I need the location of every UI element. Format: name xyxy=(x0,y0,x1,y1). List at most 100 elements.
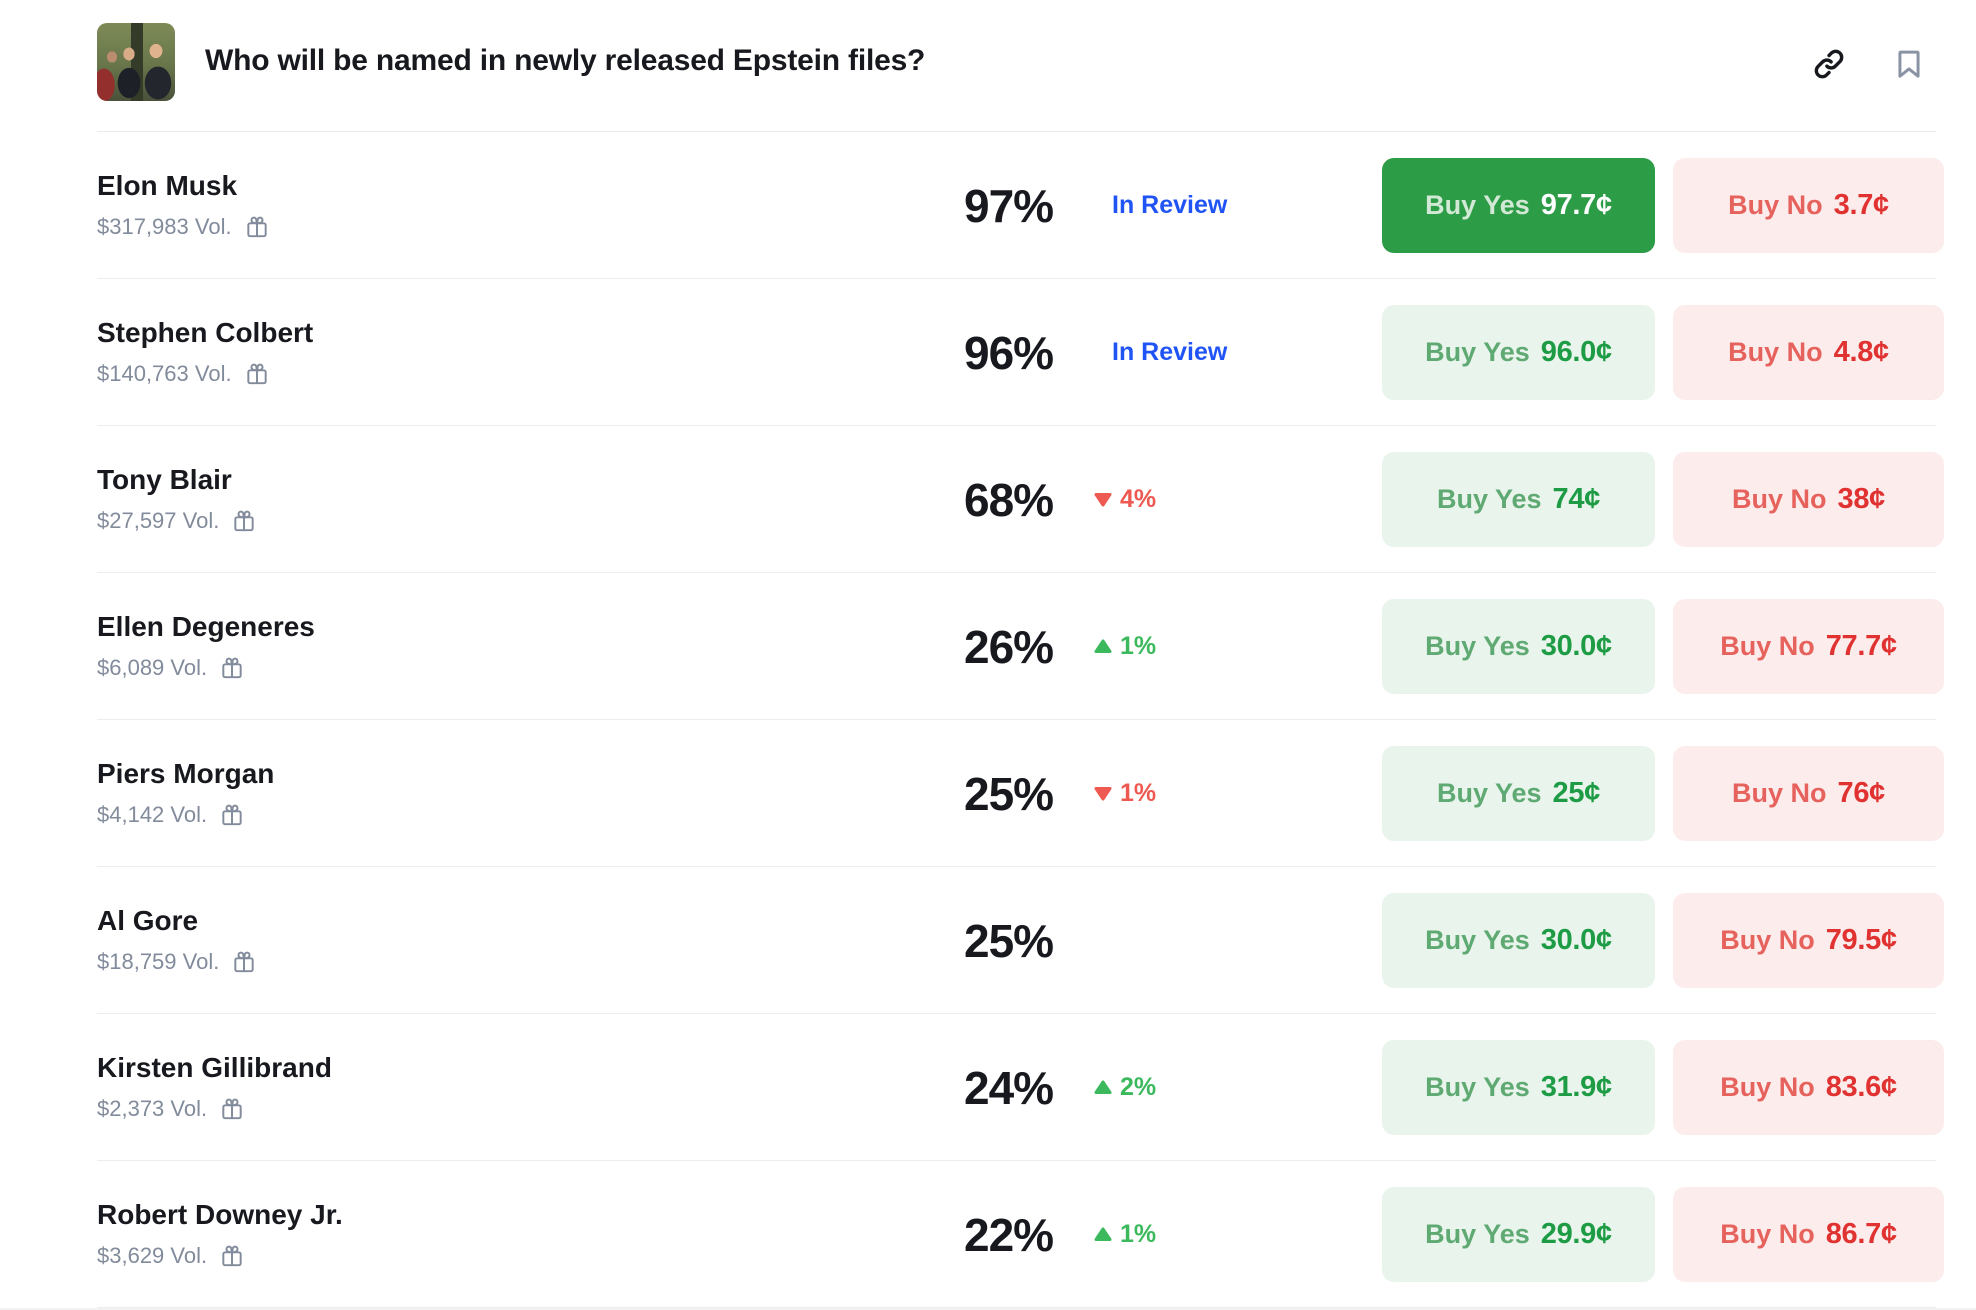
buy-yes-cell: Buy Yes 96.0¢ xyxy=(1382,305,1673,400)
buy-no-button[interactable]: Buy No 77.7¢ xyxy=(1673,599,1944,694)
buy-no-cell: Buy No 77.7¢ xyxy=(1673,599,1944,694)
outcome-info: Kirsten Gillibrand $2,373 Vol. xyxy=(97,1051,964,1122)
change-arrow-icon xyxy=(1094,493,1112,507)
buy-yes-cell: Buy Yes 30.0¢ xyxy=(1382,893,1673,988)
buy-no-price: 38¢ xyxy=(1837,483,1886,515)
buy-yes-button[interactable]: Buy Yes 74¢ xyxy=(1382,452,1655,547)
buy-yes-price: 29.9¢ xyxy=(1540,1218,1612,1250)
buy-yes-button[interactable]: Buy Yes 97.7¢ xyxy=(1382,158,1655,253)
change-indicator: 1% xyxy=(1094,1220,1156,1249)
buy-yes-button[interactable]: Buy Yes 30.0¢ xyxy=(1382,599,1655,694)
outcome-volume: $317,983 Vol. xyxy=(97,213,232,239)
outcome-name[interactable]: Tony Blair xyxy=(97,463,232,495)
buy-no-cell: Buy No 38¢ xyxy=(1673,452,1944,547)
change-indicator: 4% xyxy=(1094,485,1156,514)
gift-icon[interactable] xyxy=(244,361,270,387)
buy-yes-button[interactable]: Buy Yes 96.0¢ xyxy=(1382,305,1655,400)
buy-no-label: Buy No xyxy=(1728,337,1823,367)
outcome-volume: $2,373 Vol. xyxy=(97,1095,208,1121)
outcome-volume-line: $3,629 Vol. xyxy=(97,1243,964,1269)
outcome-name[interactable]: Piers Morgan xyxy=(97,757,275,789)
buy-yes-price: 97.7¢ xyxy=(1540,189,1612,221)
outcome-name[interactable]: Al Gore xyxy=(97,904,199,936)
gift-icon[interactable] xyxy=(219,1243,245,1269)
buy-yes-button[interactable]: Buy Yes 25¢ xyxy=(1382,746,1655,841)
outcome-row: Kirsten Gillibrand $2,373 Vol. 24% 2% xyxy=(0,1014,1976,1161)
outcome-chance: 26% xyxy=(964,620,1054,673)
outcome-volume: $4,142 Vol. xyxy=(97,801,208,827)
buy-no-price: 77.7¢ xyxy=(1825,630,1897,662)
header-actions xyxy=(1812,47,1926,81)
buy-no-price: 76¢ xyxy=(1837,777,1886,809)
outcome-row: Ellen Degeneres $6,089 Vol. 26% 1% xyxy=(0,573,1976,720)
buy-yes-label: Buy Yes xyxy=(1425,190,1530,220)
buy-yes-price: 96.0¢ xyxy=(1540,336,1612,368)
buy-yes-button[interactable]: Buy Yes 31.9¢ xyxy=(1382,1040,1655,1135)
outcome-volume: $18,759 Vol. xyxy=(97,948,220,974)
outcome-info: Al Gore $18,759 Vol. xyxy=(97,904,964,975)
outcome-volume-line: $27,597 Vol. xyxy=(97,508,964,534)
buy-no-cell: Buy No 86.7¢ xyxy=(1673,1187,1944,1282)
outcome-info: Elon Musk $317,983 Vol. xyxy=(97,169,964,240)
change-indicator: 1% xyxy=(1094,632,1156,661)
buy-yes-label: Buy Yes xyxy=(1425,631,1530,661)
outcome-delta-cell: 2% xyxy=(1094,1073,1382,1102)
buy-yes-cell: Buy Yes 30.0¢ xyxy=(1382,599,1673,694)
buy-no-button[interactable]: Buy No 38¢ xyxy=(1673,452,1944,547)
market-title[interactable]: Who will be named in newly released Epst… xyxy=(205,44,926,77)
buy-yes-label: Buy Yes xyxy=(1436,484,1542,514)
status-badge: In Review xyxy=(1112,191,1228,219)
outcome-name[interactable]: Kirsten Gillibrand xyxy=(97,1051,332,1083)
gift-icon[interactable] xyxy=(219,655,245,681)
bookmark-icon[interactable] xyxy=(1892,47,1926,81)
buy-no-button[interactable]: Buy No 4.8¢ xyxy=(1673,305,1944,400)
outcome-volume: $3,629 Vol. xyxy=(97,1242,208,1268)
buy-no-price: 79.5¢ xyxy=(1825,924,1897,956)
link-icon[interactable] xyxy=(1812,47,1846,81)
buy-no-label: Buy No xyxy=(1720,631,1815,661)
buy-no-button[interactable]: Buy No 3.7¢ xyxy=(1673,158,1944,253)
change-arrow-icon xyxy=(1094,639,1112,653)
outcome-chance: 25% xyxy=(964,767,1054,820)
buy-no-price: 4.8¢ xyxy=(1833,336,1890,368)
buy-no-price: 3.7¢ xyxy=(1833,189,1890,221)
buy-no-button[interactable]: Buy No 83.6¢ xyxy=(1673,1040,1944,1135)
outcome-volume-line: $140,763 Vol. xyxy=(97,361,964,387)
gift-icon[interactable] xyxy=(219,1096,245,1122)
outcome-info: Ellen Degeneres $6,089 Vol. xyxy=(97,610,964,681)
buy-yes-price: 74¢ xyxy=(1552,483,1601,515)
change-indicator: 2% xyxy=(1094,1073,1156,1102)
outcome-info: Robert Downey Jr. $3,629 Vol. xyxy=(97,1198,964,1269)
buy-yes-cell: Buy Yes 74¢ xyxy=(1382,452,1673,547)
outcome-delta-cell: In Review xyxy=(1094,191,1382,220)
buy-yes-price: 30.0¢ xyxy=(1540,924,1612,956)
gift-icon[interactable] xyxy=(231,508,257,534)
buy-yes-button[interactable]: Buy Yes 29.9¢ xyxy=(1382,1187,1655,1282)
buy-no-button[interactable]: Buy No 86.7¢ xyxy=(1673,1187,1944,1282)
gift-icon[interactable] xyxy=(231,949,257,975)
outcome-row: Elon Musk $317,983 Vol. 97% In Review Bu… xyxy=(0,132,1976,279)
buy-no-cell: Buy No 3.7¢ xyxy=(1673,158,1944,253)
market-image[interactable] xyxy=(97,23,175,101)
buy-no-label: Buy No xyxy=(1720,1219,1815,1249)
outcome-list: Elon Musk $317,983 Vol. 97% In Review Bu… xyxy=(0,132,1976,1308)
gift-icon[interactable] xyxy=(219,802,245,828)
gift-icon[interactable] xyxy=(244,214,270,240)
outcome-name[interactable]: Ellen Degeneres xyxy=(97,610,315,642)
outcome-row: Robert Downey Jr. $3,629 Vol. 22% 1% xyxy=(0,1161,1976,1308)
buy-yes-button[interactable]: Buy Yes 30.0¢ xyxy=(1382,893,1655,988)
outcome-name[interactable]: Stephen Colbert xyxy=(97,316,314,348)
buy-yes-cell: Buy Yes 97.7¢ xyxy=(1382,158,1673,253)
outcome-name[interactable]: Elon Musk xyxy=(97,169,238,201)
change-arrow-icon xyxy=(1094,1227,1112,1241)
status-badge: In Review xyxy=(1112,338,1228,366)
buy-no-button[interactable]: Buy No 76¢ xyxy=(1673,746,1944,841)
outcome-info: Stephen Colbert $140,763 Vol. xyxy=(97,316,964,387)
buy-yes-price: 30.0¢ xyxy=(1540,630,1612,662)
outcome-name[interactable]: Robert Downey Jr. xyxy=(97,1198,343,1230)
outcome-info: Tony Blair $27,597 Vol. xyxy=(97,463,964,534)
buy-yes-label: Buy Yes xyxy=(1436,778,1542,808)
buy-no-button[interactable]: Buy No 79.5¢ xyxy=(1673,893,1944,988)
outcome-volume: $27,597 Vol. xyxy=(97,507,220,533)
buy-yes-price: 31.9¢ xyxy=(1540,1071,1612,1103)
